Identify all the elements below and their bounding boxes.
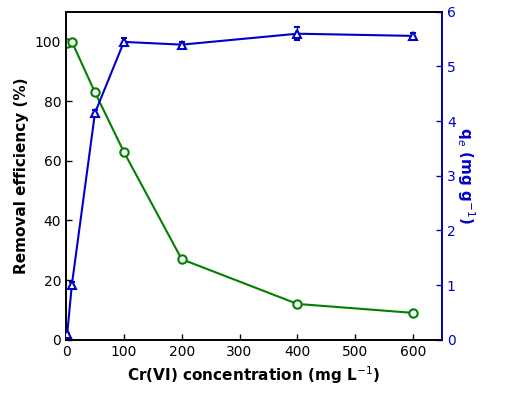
Y-axis label: Removal efficiency (%): Removal efficiency (%) [14,77,29,274]
Y-axis label: q$_e$ (mg g$^{-1}$): q$_e$ (mg g$^{-1}$) [455,127,477,224]
X-axis label: Cr(VI) concentration (mg L$^{-1}$): Cr(VI) concentration (mg L$^{-1}$) [128,364,380,386]
